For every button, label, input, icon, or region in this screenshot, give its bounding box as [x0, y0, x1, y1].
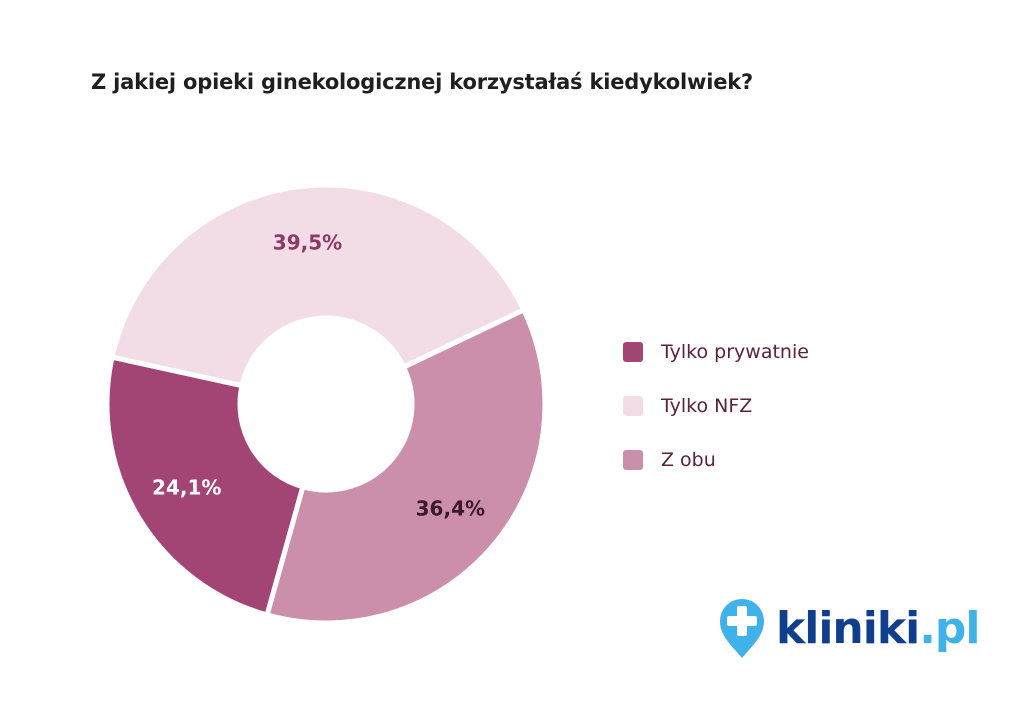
- map-pin-plus-icon: [720, 599, 764, 658]
- chart-title: Z jakiej opieki ginekologicznej korzysta…: [91, 70, 754, 94]
- legend-swatch: [623, 342, 643, 362]
- legend-label: Tylko prywatnie: [661, 341, 809, 363]
- legend-label: Tylko NFZ: [661, 395, 753, 417]
- slice-label: 39,5%: [273, 231, 342, 255]
- legend-item: Z obu: [623, 446, 809, 474]
- legend: Tylko prywatnie Tylko NFZ Z obu: [623, 338, 809, 500]
- slice-label: 24,1%: [152, 476, 221, 500]
- legend-swatch: [623, 450, 643, 470]
- kliniki-logo: kliniki.pl: [718, 596, 980, 660]
- legend-swatch: [623, 396, 643, 416]
- legend-item: Tylko prywatnie: [623, 338, 809, 366]
- slice-label: 36,4%: [416, 497, 485, 521]
- donut-slice: [264, 306, 548, 626]
- donut-slice: [104, 354, 306, 619]
- donut-slice: [109, 182, 528, 389]
- legend-item: Tylko NFZ: [623, 392, 809, 420]
- logo-suffix: .pl: [919, 602, 980, 654]
- logo-name: kliniki: [776, 602, 920, 654]
- legend-label: Z obu: [661, 449, 716, 471]
